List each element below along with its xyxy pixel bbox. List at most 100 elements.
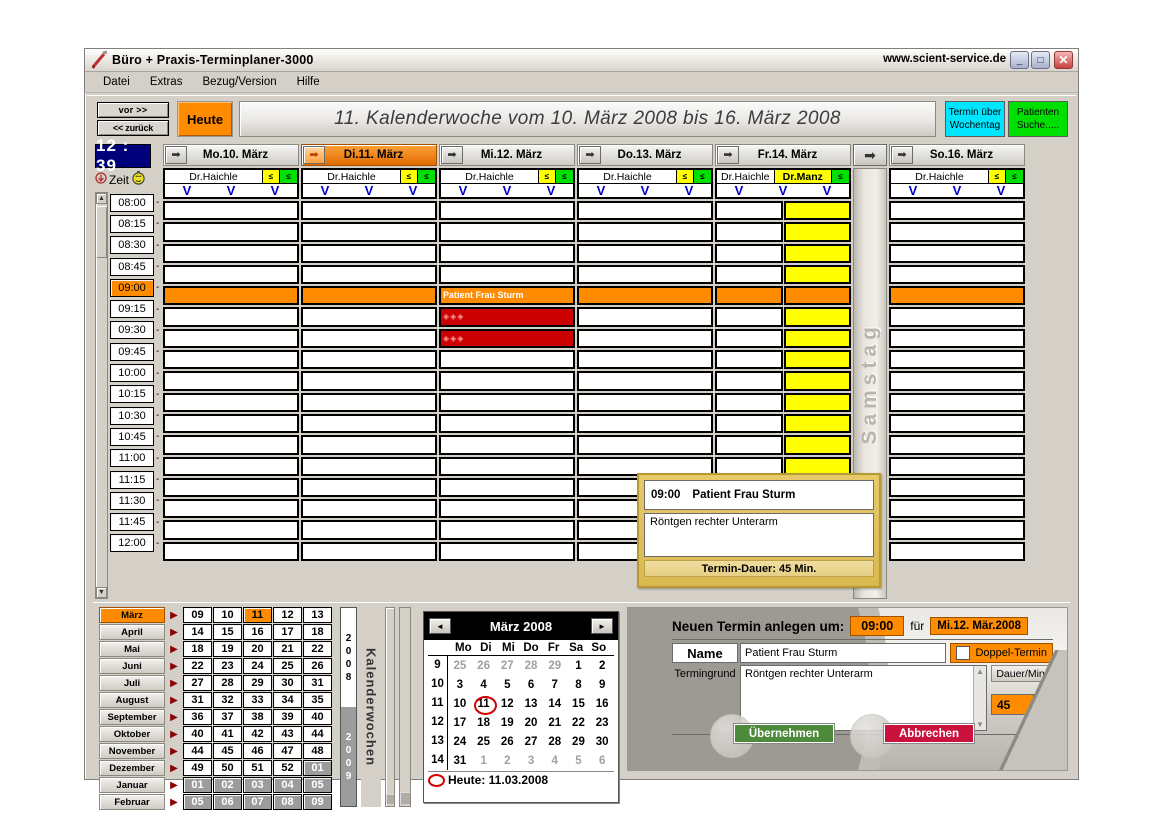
week-number-cell[interactable]: 05 xyxy=(303,777,332,793)
mini-calendar-day-cell[interactable]: 15 xyxy=(572,697,585,710)
month-arrow-icon[interactable]: ▶ xyxy=(170,712,178,723)
slot-empty[interactable] xyxy=(439,201,575,221)
week-number-cell[interactable]: 23 xyxy=(213,658,242,674)
slot-free-yellow[interactable] xyxy=(783,350,851,370)
slot-empty[interactable] xyxy=(577,264,713,285)
slot-empty[interactable] xyxy=(301,435,437,455)
mini-calendar-day-cell[interactable]: 2 xyxy=(504,754,511,767)
week-number-cell[interactable]: 28 xyxy=(213,675,242,691)
form-time-value[interactable]: 09:00 xyxy=(850,616,905,636)
mini-calendar-day-cell[interactable]: 1 xyxy=(480,754,487,767)
weekgrid-scrollbar-2[interactable] xyxy=(399,607,411,807)
month-arrow-icon[interactable]: ▶ xyxy=(170,678,178,689)
mini-calendar-day-cell[interactable]: 5 xyxy=(504,678,511,691)
abbrechen-button[interactable]: Abbrechen xyxy=(884,724,974,743)
week-number-cell[interactable]: 27 xyxy=(183,675,212,691)
slot-empty[interactable] xyxy=(439,350,575,370)
mini-calendar-day-cell[interactable]: 9 xyxy=(598,678,606,691)
termin-ueber-wochentag-button[interactable]: Termin über Wochentag xyxy=(945,101,1005,137)
slot-empty[interactable] xyxy=(889,264,1025,285)
today-button[interactable]: Heute xyxy=(177,101,233,137)
slot-empty[interactable] xyxy=(163,477,299,498)
mini-calendar-day-cell[interactable]: 2 xyxy=(598,659,606,672)
slot-booked-orange[interactable] xyxy=(889,286,1025,306)
slot-empty[interactable] xyxy=(715,328,783,349)
slot-empty[interactable] xyxy=(577,392,713,412)
mini-calendar-day-cell[interactable]: 3 xyxy=(527,754,535,767)
day-header[interactable]: ➡ Fr.14. März xyxy=(715,144,851,166)
week-number-cell[interactable]: 17 xyxy=(273,624,302,640)
mini-calendar-prev-button[interactable]: ◄ xyxy=(429,618,451,634)
time-slot[interactable]: 10:00- xyxy=(110,362,162,383)
termingrund-value[interactable]: Röntgen rechter Unterarm xyxy=(745,668,873,680)
slot-empty[interactable] xyxy=(301,307,437,327)
slot-booked-orange[interactable] xyxy=(783,286,851,306)
week-number-cell[interactable]: 18 xyxy=(303,624,332,640)
slot-free-yellow[interactable] xyxy=(783,264,851,285)
slot-empty[interactable] xyxy=(301,392,437,412)
week-number-cell[interactable]: 26 xyxy=(303,658,332,674)
slot-free-yellow[interactable] xyxy=(783,243,851,263)
week-number-cell[interactable]: 02 xyxy=(213,777,242,793)
slot-empty[interactable] xyxy=(301,413,437,434)
week-number-cell[interactable]: 34 xyxy=(273,692,302,708)
month-arrow-icon[interactable]: ▶ xyxy=(170,695,178,706)
week-number-cell[interactable]: 14 xyxy=(183,624,212,640)
slot-empty[interactable] xyxy=(439,222,575,242)
v-marker[interactable]: V xyxy=(364,183,374,198)
mini-calendar-day-cell[interactable]: 3 xyxy=(456,678,464,691)
mini-calendar-day-cell[interactable]: 27 xyxy=(500,659,514,672)
time-slot[interactable]: 12:00- xyxy=(110,533,162,554)
weekgrid-scroll-thumb-2[interactable] xyxy=(400,792,410,804)
week-number-cell[interactable]: 39 xyxy=(273,709,302,725)
slot-empty[interactable] xyxy=(163,413,299,434)
slot-empty[interactable] xyxy=(301,499,437,519)
month-arrow-icon[interactable]: ▶ xyxy=(170,746,178,757)
v-marker[interactable]: V xyxy=(502,183,512,198)
mini-calendar-week-number[interactable]: 9 xyxy=(428,656,448,675)
arrow-right-icon[interactable]: ➡ xyxy=(165,146,187,164)
v-marker[interactable]: V xyxy=(270,183,280,198)
slot-empty[interactable] xyxy=(301,264,437,285)
slot-empty[interactable] xyxy=(577,350,713,370)
slot-empty[interactable] xyxy=(163,264,299,285)
doctor-prev-button[interactable]: ≤ xyxy=(539,170,556,183)
mini-calendar-week-number[interactable]: 12 xyxy=(428,713,448,732)
slot-empty[interactable] xyxy=(163,541,299,562)
slot-empty[interactable] xyxy=(889,541,1025,562)
month-button[interactable]: Februar xyxy=(99,794,165,810)
week-number-cell[interactable]: 40 xyxy=(183,726,212,742)
mini-calendar-day-cell[interactable]: 4 xyxy=(480,678,487,691)
slot-empty[interactable] xyxy=(163,307,299,327)
v-marker[interactable]: V xyxy=(182,183,192,198)
termingrund-scrollbar[interactable]: ▲ ▼ xyxy=(973,666,986,730)
slot-empty[interactable] xyxy=(715,413,783,434)
v-marker[interactable]: V xyxy=(458,183,468,198)
slot-empty[interactable] xyxy=(163,201,299,221)
slot-empty[interactable] xyxy=(889,307,1025,327)
week-number-cell[interactable]: 35 xyxy=(303,692,332,708)
week-number-cell[interactable]: 16 xyxy=(243,624,272,640)
mini-calendar-day-cell[interactable]: 13 xyxy=(524,697,538,710)
mini-calendar-day-cell[interactable]: 4 xyxy=(551,754,558,767)
time-slot[interactable]: 10:30- xyxy=(110,405,162,426)
week-number-cell[interactable]: 11 xyxy=(243,607,272,623)
slot-empty[interactable] xyxy=(577,435,713,455)
week-number-cell[interactable]: 49 xyxy=(183,760,212,776)
slot-empty[interactable] xyxy=(301,328,437,349)
week-number-cell[interactable]: 08 xyxy=(273,794,302,810)
slot-empty[interactable] xyxy=(163,499,299,519)
doctor-next-button[interactable]: ≤ xyxy=(556,170,573,183)
v-marker[interactable]: V xyxy=(996,183,1006,198)
week-number-cell[interactable]: 31 xyxy=(303,675,332,691)
mini-calendar-day-cell[interactable]: 16 xyxy=(595,697,609,710)
slot-empty[interactable] xyxy=(301,541,437,562)
slot-empty[interactable] xyxy=(889,520,1025,540)
time-slot[interactable]: 09:00- xyxy=(110,277,162,298)
mini-calendar-day-cell[interactable]: 23 xyxy=(595,716,609,729)
v-marker[interactable]: V xyxy=(640,183,650,198)
slot-empty[interactable] xyxy=(715,307,783,327)
slot-empty[interactable] xyxy=(439,371,575,391)
week-number-cell[interactable]: 44 xyxy=(183,743,212,759)
slot-empty[interactable] xyxy=(889,413,1025,434)
